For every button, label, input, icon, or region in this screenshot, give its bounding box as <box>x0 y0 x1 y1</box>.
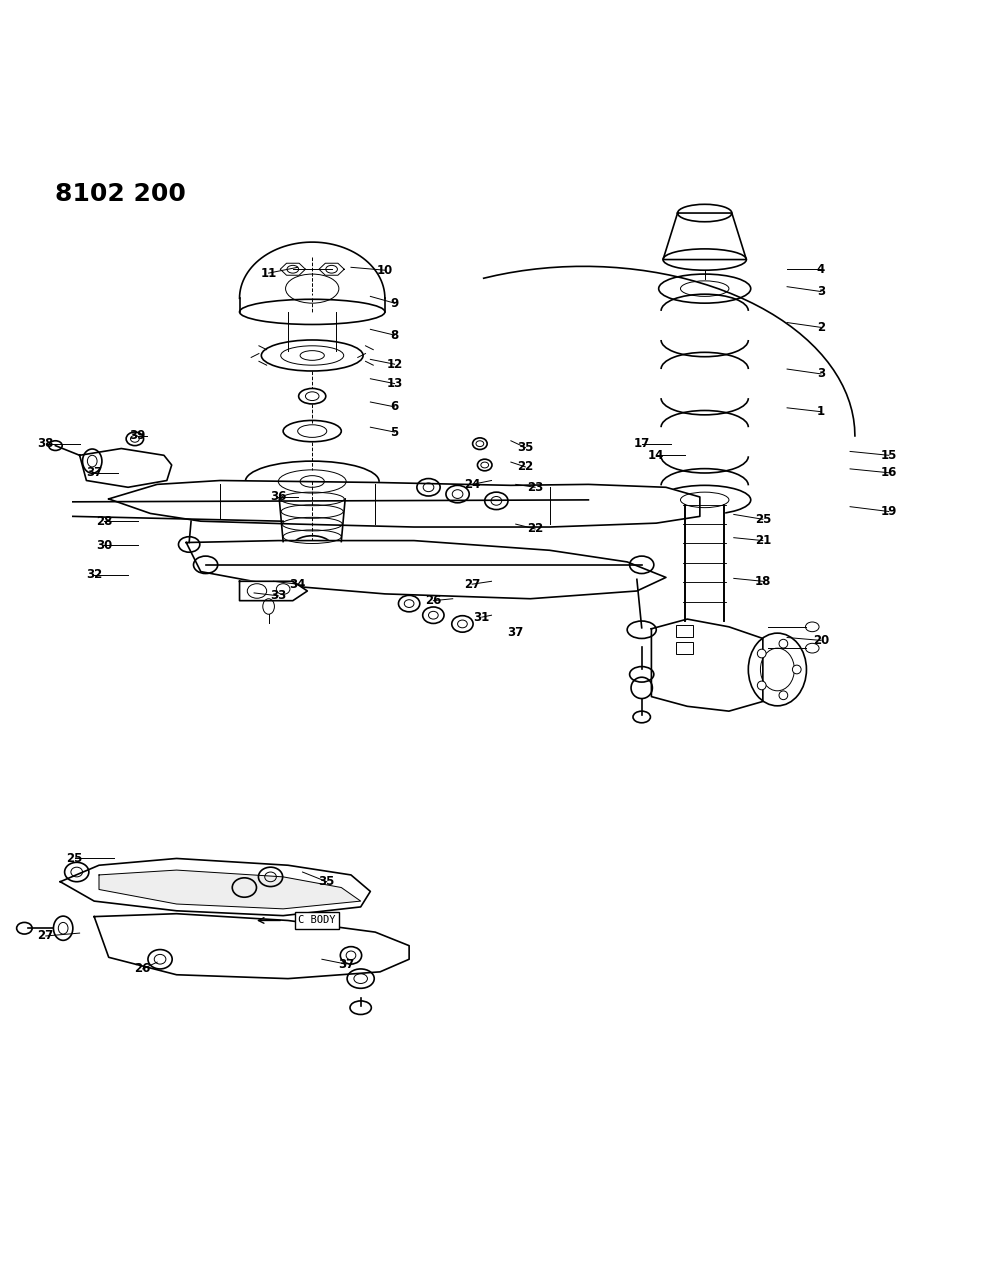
Text: 10: 10 <box>376 264 393 277</box>
Text: 17: 17 <box>634 437 650 450</box>
Text: 25: 25 <box>67 852 83 864</box>
Polygon shape <box>240 242 385 298</box>
Text: 37: 37 <box>87 467 102 479</box>
Text: 2: 2 <box>817 321 825 334</box>
Text: 6: 6 <box>390 400 399 413</box>
Text: 39: 39 <box>130 430 145 442</box>
Text: 16: 16 <box>881 467 897 479</box>
Bar <box>675 643 693 654</box>
Text: 36: 36 <box>270 491 286 504</box>
Bar <box>675 625 693 636</box>
Text: 5: 5 <box>390 426 399 439</box>
Text: 3: 3 <box>817 286 825 298</box>
Text: 26: 26 <box>135 963 150 975</box>
Text: 23: 23 <box>527 481 544 493</box>
Text: 9: 9 <box>390 297 399 310</box>
Text: 37: 37 <box>507 626 524 639</box>
Text: 27: 27 <box>464 578 481 590</box>
Text: 8102 200: 8102 200 <box>55 182 186 207</box>
Circle shape <box>757 649 766 658</box>
Text: 11: 11 <box>260 266 277 279</box>
Text: 32: 32 <box>87 567 102 581</box>
Text: 30: 30 <box>95 539 112 552</box>
Circle shape <box>779 639 787 648</box>
Text: 3: 3 <box>817 367 825 380</box>
Circle shape <box>792 666 801 674</box>
Text: 13: 13 <box>386 377 403 390</box>
Polygon shape <box>319 263 344 275</box>
Text: 26: 26 <box>426 594 441 607</box>
Polygon shape <box>652 620 763 711</box>
Text: 35: 35 <box>517 441 534 454</box>
Text: 27: 27 <box>37 929 54 942</box>
Text: 22: 22 <box>527 523 544 536</box>
Text: 37: 37 <box>338 958 354 970</box>
Text: 38: 38 <box>37 437 54 450</box>
Text: 15: 15 <box>881 449 897 462</box>
Polygon shape <box>186 541 665 599</box>
Polygon shape <box>94 914 409 979</box>
Text: 12: 12 <box>386 358 403 371</box>
Polygon shape <box>60 858 371 915</box>
Polygon shape <box>240 581 308 601</box>
Polygon shape <box>685 505 724 621</box>
Polygon shape <box>99 870 361 909</box>
Polygon shape <box>663 213 746 260</box>
Circle shape <box>779 691 787 700</box>
Text: 22: 22 <box>517 460 534 473</box>
Text: 28: 28 <box>95 515 112 528</box>
Text: C BODY: C BODY <box>298 915 336 926</box>
Text: 31: 31 <box>474 611 490 623</box>
Text: 4: 4 <box>817 263 825 275</box>
Circle shape <box>757 681 766 690</box>
Text: 14: 14 <box>648 449 665 462</box>
Text: 20: 20 <box>813 634 829 646</box>
Polygon shape <box>109 481 700 527</box>
Text: 21: 21 <box>755 534 771 547</box>
Text: 25: 25 <box>755 513 771 525</box>
Text: 18: 18 <box>755 575 771 588</box>
Polygon shape <box>80 449 172 487</box>
Text: 19: 19 <box>881 505 897 518</box>
Polygon shape <box>280 263 306 275</box>
Text: 1: 1 <box>817 405 825 418</box>
Text: 35: 35 <box>318 875 335 889</box>
Text: 24: 24 <box>464 478 481 491</box>
Text: 33: 33 <box>270 589 286 602</box>
Text: 34: 34 <box>289 578 306 590</box>
Text: 8: 8 <box>390 329 399 342</box>
